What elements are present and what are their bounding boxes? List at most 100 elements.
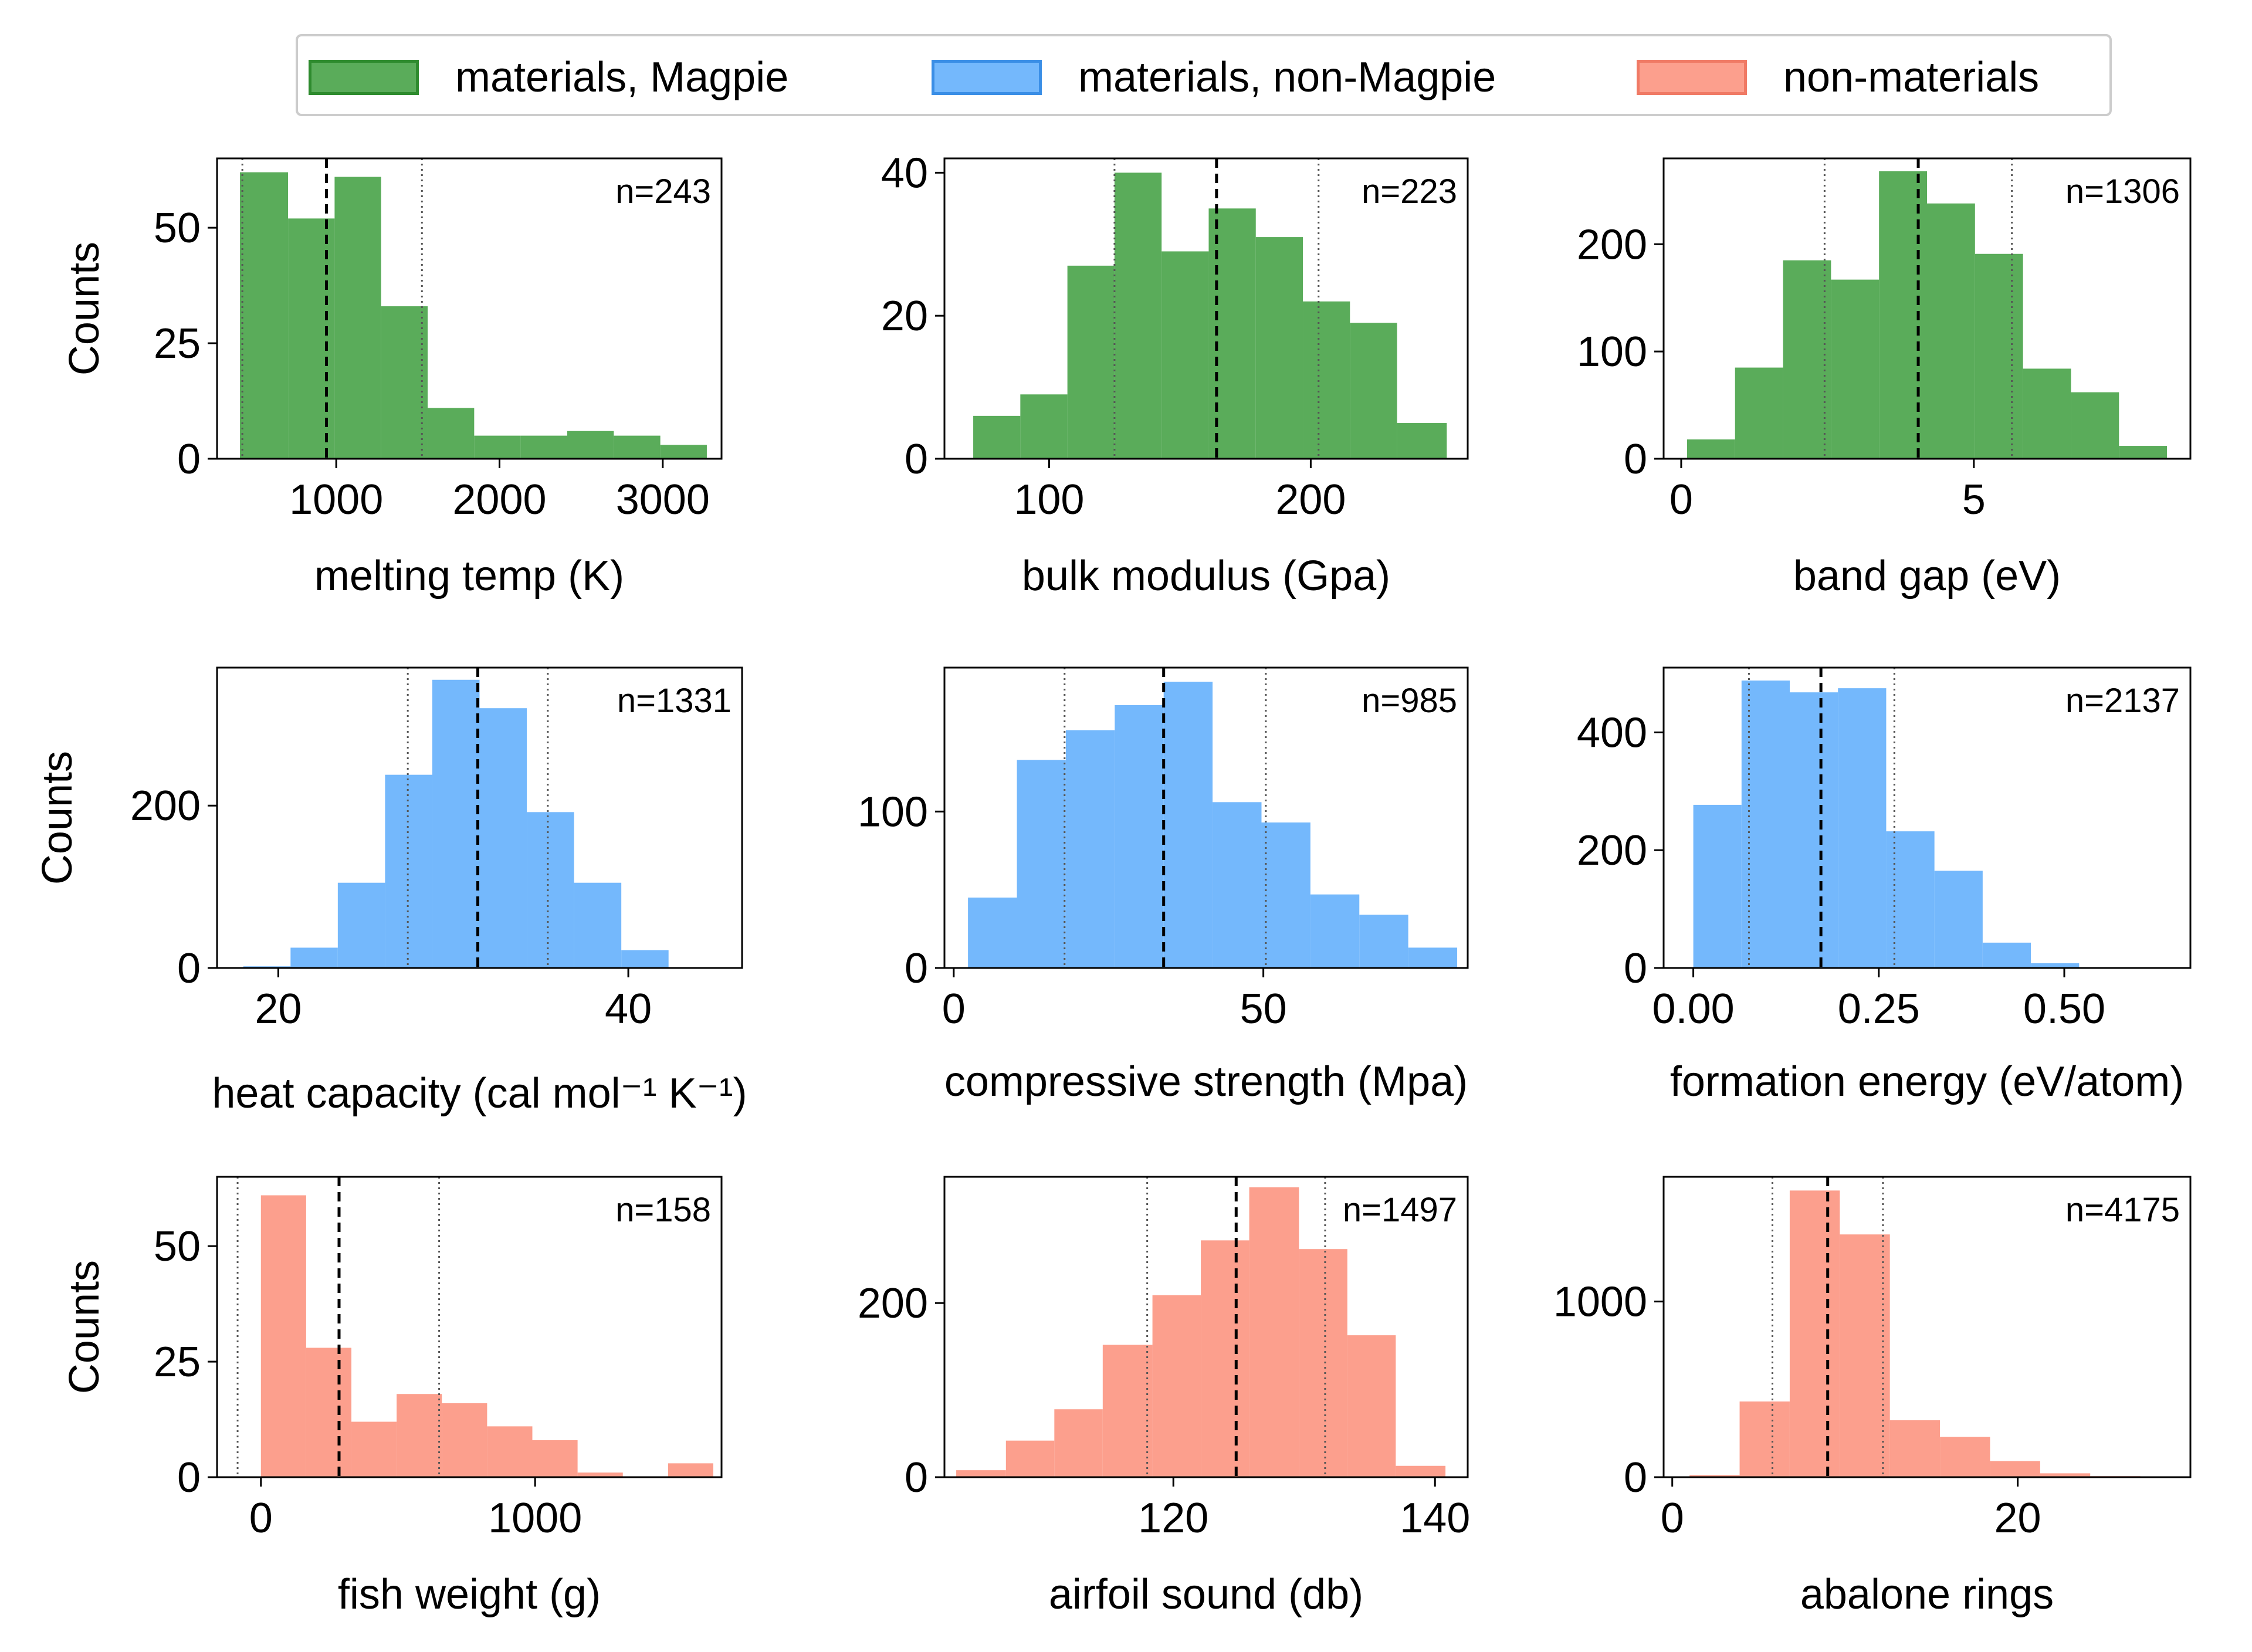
sample-size-label: n=243 xyxy=(615,172,711,211)
x-tick-label: 20 xyxy=(1994,1495,2041,1542)
y-axis-label: Counts xyxy=(61,242,108,375)
y-tick-label: 0 xyxy=(905,436,928,483)
legend-item-materials-magpie: materials, Magpie xyxy=(309,54,788,101)
histogram-bar xyxy=(239,172,289,459)
histogram-bar xyxy=(520,435,567,459)
histogram-bar xyxy=(968,898,1017,968)
x-axis-label: abalone rings xyxy=(1800,1571,2054,1618)
x-tick-label: 100 xyxy=(1014,476,1084,523)
axes-frame xyxy=(1662,666,2192,969)
x-axis-label: bulk modulus (Gpa) xyxy=(1022,553,1390,600)
x-tick-label: 50 xyxy=(1240,986,1287,1032)
histogram-panel-5: 0 50 0 100 n=985 compressive strength (Mpa) xyxy=(858,666,1469,1105)
y-tick-label: 0 xyxy=(905,945,928,992)
histogram-bar xyxy=(532,1440,578,1477)
axes-frame xyxy=(943,1176,1469,1478)
histogram-bar xyxy=(1163,682,1213,968)
histogram-bar xyxy=(1005,1440,1055,1477)
histogram-bar xyxy=(1054,1409,1103,1477)
histogram-bar xyxy=(428,408,475,459)
histogram-bar xyxy=(1741,681,1790,968)
x-axis-label: formation energy (eV/atom) xyxy=(1670,1058,2184,1105)
histogram-bar xyxy=(1693,804,1742,968)
histogram-bar xyxy=(577,1472,623,1477)
x-tick-label: 0 xyxy=(1669,476,1693,523)
histogram-bar xyxy=(1017,760,1066,968)
sample-size-label: n=223 xyxy=(1362,172,1457,211)
y-tick-label: 100 xyxy=(858,788,928,835)
histogram-bar xyxy=(1303,301,1350,459)
histogram-bar xyxy=(1347,1335,1396,1477)
sample-size-label: n=1306 xyxy=(2065,172,2180,211)
x-tick-label: 2000 xyxy=(452,476,546,523)
histogram-bar xyxy=(260,1195,306,1477)
y-axis-label: Counts xyxy=(61,1260,108,1394)
y-tick-label: 1000 xyxy=(1553,1279,1647,1326)
x-tick-label: 0 xyxy=(249,1495,273,1542)
x-axis-label: fish weight (g) xyxy=(338,1571,601,1618)
y-tick-label: 200 xyxy=(130,783,201,830)
histogram-bar xyxy=(397,1394,442,1477)
histogram-bar xyxy=(474,435,521,459)
y-tick-label: 25 xyxy=(154,320,201,367)
histogram-bar xyxy=(1201,1240,1249,1477)
histogram-bar xyxy=(2031,963,2080,968)
legend-label: materials, non-Magpie xyxy=(1078,54,1496,101)
x-tick-label: 140 xyxy=(1400,1495,1470,1542)
axes-frame xyxy=(1662,157,2192,460)
histogram-bar xyxy=(1299,1249,1347,1477)
axes-frame xyxy=(943,666,1469,969)
legend-item-non-materials: non-materials xyxy=(1637,54,2040,101)
x-axis-label: compressive strength (Mpa) xyxy=(944,1058,1468,1105)
histogram-panel-1: 1000 2000 3000 0 25 50 n=243 melting temp (K) Co… xyxy=(61,157,723,600)
x-tick-label: 0 xyxy=(942,986,966,1032)
histogram-bar xyxy=(1020,394,1068,459)
histogram-bar xyxy=(621,950,669,968)
histogram-bar xyxy=(1735,367,1783,459)
histogram-bar xyxy=(1838,688,1887,968)
histogram-bar xyxy=(1982,942,2031,968)
axes-frame xyxy=(943,157,1469,460)
histogram-bar xyxy=(574,882,622,968)
legend-item-materials-non-magpie: materials, non-Magpie xyxy=(932,54,1496,101)
y-tick-label: 0 xyxy=(177,945,201,992)
histogram-panel-6: 0.00 0.25 0.50 0 200 400 n=2137 formation energ… xyxy=(1577,666,2192,1105)
histogram-bar xyxy=(2023,368,2071,459)
histogram-bar xyxy=(527,812,574,968)
y-tick-label: 0 xyxy=(1624,1454,1647,1501)
y-tick-label: 50 xyxy=(154,205,201,252)
histogram-bar xyxy=(1739,1401,1790,1477)
x-tick-label: 120 xyxy=(1138,1495,1208,1542)
legend-label: non-materials xyxy=(1783,54,2040,101)
legend-swatch-materials-magpie xyxy=(309,60,419,95)
histogram-bar xyxy=(1886,831,1935,968)
histogram-bar xyxy=(973,415,1021,459)
x-axis-label: heat capacity (cal mol⁻¹ K⁻¹) xyxy=(212,1070,747,1117)
sample-size-label: n=985 xyxy=(1362,682,1457,720)
histogram-bar xyxy=(1067,265,1115,459)
histogram-bar xyxy=(381,306,428,459)
histogram-bar xyxy=(1689,1475,1740,1477)
y-tick-label: 200 xyxy=(858,1280,928,1327)
x-tick-label: 0.25 xyxy=(1838,986,1920,1032)
sample-size-label: n=158 xyxy=(615,1191,711,1229)
histogram-bar xyxy=(1261,822,1310,968)
histogram-bar xyxy=(1975,253,2023,459)
histogram-bar xyxy=(1990,1461,2040,1477)
histogram-bar xyxy=(567,431,614,459)
y-tick-label: 200 xyxy=(1577,221,1647,268)
histogram-panel-4: 20 40 0 200 n=1331 heat capacity (cal mol⁻¹ K… xyxy=(34,666,747,1117)
axes-frame xyxy=(216,157,723,460)
histogram-bar xyxy=(1831,279,1880,459)
y-axis-label: Counts xyxy=(34,751,81,885)
histogram-bar xyxy=(668,1463,713,1477)
axes-frame xyxy=(1662,1176,2192,1478)
histogram-bar xyxy=(1310,894,1360,968)
histogram-bar xyxy=(1359,915,1408,968)
histogram-bar xyxy=(306,1348,352,1477)
histogram-panel-8: 120 140 0 200 n=1497 airfoil sound (db) xyxy=(858,1176,1470,1618)
y-tick-label: 0 xyxy=(177,1454,201,1501)
histogram-bar xyxy=(1114,172,1162,459)
histogram-panel-9: 0 20 0 1000 n=4175 abalone rings xyxy=(1553,1176,2192,1618)
